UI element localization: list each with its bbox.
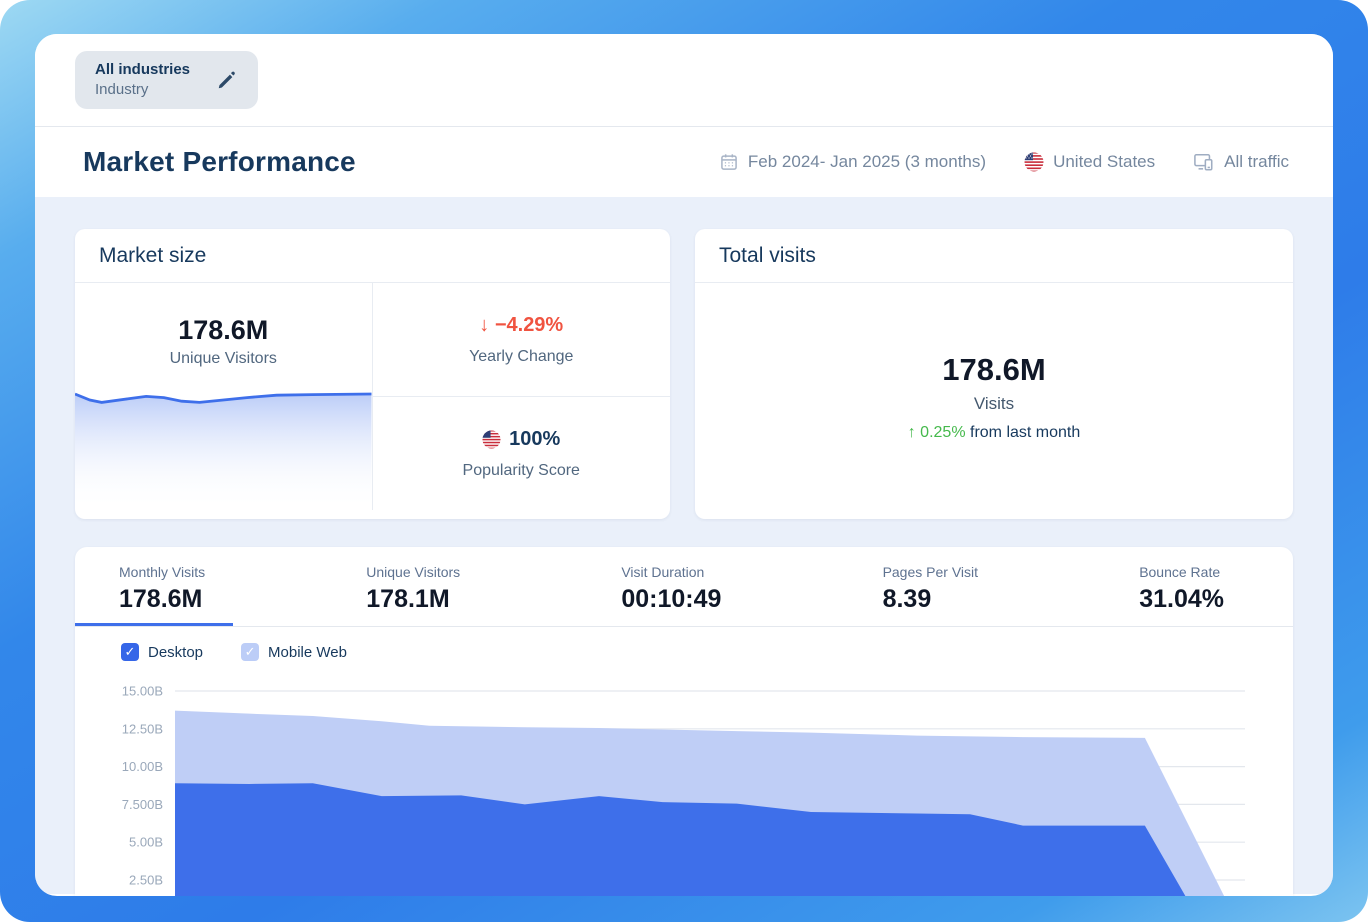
monthly-change: ↑ 0.25% from last month [908,424,1081,442]
yearly-change-value: −4.29% [494,313,564,336]
tab-bounce-rate[interactable]: Bounce Rate 31.04% [1095,547,1252,626]
tab-monthly-visits[interactable]: Monthly Visits 178.6M [75,547,233,626]
popularity-score-value: 100% [509,427,561,450]
desktop-checkbox[interactable]: ✓ [121,643,139,661]
tab-value: 00:10:49 [621,585,722,613]
tab-unique-visitors[interactable]: Unique Visitors 178.1M [322,547,488,626]
tab-value: 8.39 [882,585,932,613]
dashboard-content: Market size 178.6M Unique Visitors [35,197,1333,896]
svg-text:7.500B: 7.500B [122,797,163,812]
us-flag-icon [1024,152,1044,172]
tab-label: Monthly Visits [119,564,206,580]
calendar-icon [719,152,739,172]
monthly-change-value: 0.25% [920,423,966,441]
popularity-score-label: Popularity Score [462,461,580,479]
unique-visitors-sparkline [75,392,372,510]
page-title: Market Performance [83,146,356,177]
date-range-label: Feb 2024- Jan 2025 (3 months) [747,152,987,171]
metric-tabs: Monthly Visits 178.6M Unique Visitors 17… [75,547,1293,627]
tab-value: 178.6M [119,585,203,613]
yearly-change-label: Yearly Change [469,347,574,365]
tab-label: Unique Visitors [366,564,461,580]
app-panel: All industries Industry Market Performan… [35,34,1333,896]
monthly-change-suffix: from last month [970,423,1081,441]
svg-text:2.50B: 2.50B [129,873,163,888]
unique-visitors-label: Unique Visitors [169,350,277,367]
tab-value: 31.04% [1139,585,1224,613]
country-label: United States [1053,152,1156,171]
devices-icon [1193,152,1215,172]
svg-text:5.00B: 5.00B [129,835,163,850]
svg-text:10.00B: 10.00B [122,759,163,774]
pencil-icon[interactable] [216,69,238,91]
total-visits-value: 178.6M [942,351,1046,387]
industry-filter-badge[interactable]: All industries Industry [75,50,259,110]
popularity-score-cell: 100% Popularity Score [373,397,671,510]
traffic-trend-card: Monthly Visits 178.6M Unique Visitors 17… [75,547,1293,896]
legend-desktop[interactable]: ✓ Desktop [121,643,203,661]
tab-pages-per-visit[interactable]: Pages Per Visit 8.39 [839,547,1006,626]
chart-legend: ✓ Desktop ✓ Mobile Web [75,627,1293,665]
topbar-divider [35,126,1333,127]
traffic-trend-chart: 15.00B 12.50B 10.00B 7.500B 5.00B 2.50B [75,671,1293,896]
industry-filter-value: All industries [95,60,191,78]
total-visits-label: Visits [973,393,1015,413]
unique-visitors-value: 178.6M [178,315,269,345]
market-size-card: Market size 178.6M Unique Visitors [75,229,670,519]
page-header: Market Performance Feb 2024- Jan 2025 (3… [35,127,1333,197]
traffic-filter[interactable]: All traffic [1193,152,1289,172]
total-visits-title: Total visits [695,229,1293,283]
market-size-title: Market size [75,229,670,283]
tab-value: 178.1M [366,585,450,613]
industry-filter-label: Industry [95,81,149,98]
tab-label: Bounce Rate [1139,564,1221,580]
arrow-up-icon: ↑ [907,423,916,441]
total-visits-card: Total visits 178.6M Visits ↑ 0.25% from … [695,229,1293,519]
us-flag-icon [482,429,501,449]
header-filters: Feb 2024- Jan 2025 (3 months) [719,152,1289,172]
mobile-web-label: Mobile Web [268,643,347,661]
svg-text:15.00B: 15.00B [122,684,163,699]
traffic-label: All traffic [1224,152,1289,171]
arrow-down-icon: ↓ [479,313,490,336]
tab-label: Pages Per Visit [882,564,979,580]
yearly-change-cell: ↓ −4.29% Yearly Change [372,283,670,397]
tab-label: Visit Duration [621,564,705,580]
industry-filter-text: All industries Industry [95,60,190,101]
desktop-label: Desktop [148,643,204,661]
tab-visit-duration[interactable]: Visit Duration 00:10:49 [577,547,749,626]
mobile-web-checkbox[interactable]: ✓ [241,643,260,661]
svg-text:12.50B: 12.50B [122,721,163,736]
unique-visitors-cell: 178.6M Unique Visitors [75,283,373,510]
legend-mobile-web[interactable]: ✓ Mobile Web [241,643,347,661]
top-bar: All industries Industry [35,34,1333,126]
country-filter[interactable]: United States [1024,152,1155,172]
date-range-filter[interactable]: Feb 2024- Jan 2025 (3 months) [719,152,986,172]
